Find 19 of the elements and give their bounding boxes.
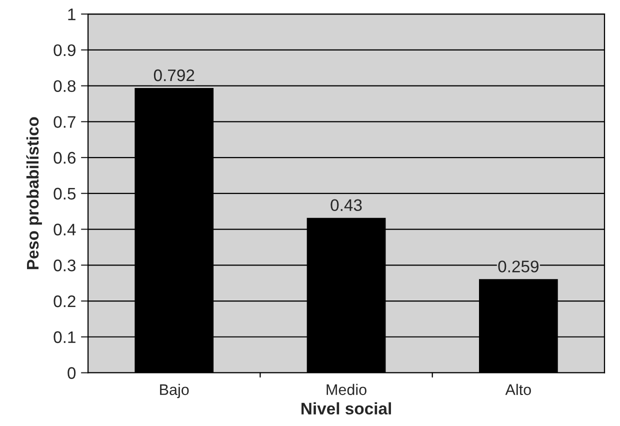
data-label: 0.259	[498, 260, 538, 272]
y-axis-title: Peso probabilístico	[26, 117, 42, 270]
y-tick-label: 0.9	[54, 44, 76, 56]
y-tick-label: 0.3	[54, 260, 76, 272]
y-tick-label: 1	[68, 8, 76, 20]
x-tick-label: Medio	[326, 384, 366, 396]
y-tick-label: 0.8	[54, 80, 76, 92]
y-tick-label: 0.2	[54, 295, 76, 308]
y-tick-label: 0.5	[54, 188, 76, 200]
x-tick-label: Bajo	[160, 384, 189, 398]
y-tick-label: 0.6	[54, 152, 76, 164]
y-tick-label: 0.4	[54, 224, 76, 236]
y-tick-label: 0	[68, 367, 76, 379]
y-tick-label: 0.1	[54, 331, 76, 344]
y-tick-label: 0.7	[54, 116, 76, 128]
data-label: 0.43	[330, 199, 362, 212]
x-axis-title: Nivel social	[302, 402, 391, 415]
x-tick-label: Alto	[505, 384, 531, 396]
data-label: 0.792	[154, 69, 194, 82]
